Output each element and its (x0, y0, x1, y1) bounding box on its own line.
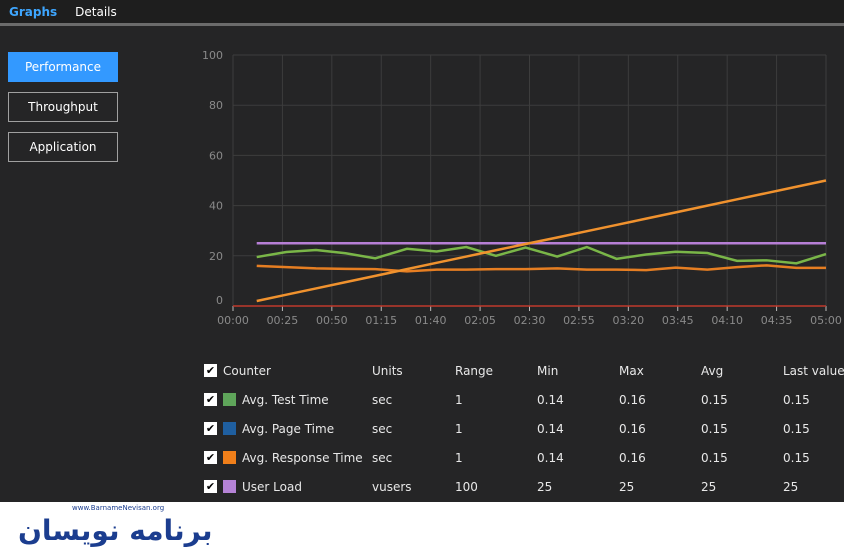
x-tick-label: 00:25 (267, 314, 299, 327)
application-button[interactable]: Application (8, 132, 118, 162)
last-value-cell: 0.15 (783, 450, 810, 465)
y-tick-label: 40 (209, 200, 223, 213)
series-line-ramp (256, 179, 827, 303)
units-cell: vusers (372, 479, 412, 494)
select-all-checkbox[interactable]: ✔ (204, 364, 217, 377)
y-tick-label: 80 (209, 99, 223, 112)
top-tabs: Graphs Details (0, 0, 844, 26)
x-tick-label: 03:20 (612, 314, 644, 327)
tab-graphs[interactable]: Graphs (9, 4, 58, 19)
range-cell: 1 (455, 392, 463, 407)
max-cell: 25 (619, 479, 635, 494)
counter-table: ✔ Counter Units Range Min Max Avg Last va… (204, 356, 844, 501)
min-cell: 0.14 (537, 392, 564, 407)
units-cell: sec (372, 421, 393, 436)
tab-details[interactable]: Details (75, 4, 117, 19)
counter-name: User Load (242, 479, 302, 494)
header-max: Max (619, 363, 644, 378)
header-min: Min (537, 363, 559, 378)
x-tick-label: 05:00 (810, 314, 842, 327)
last-value-cell: 25 (783, 479, 799, 494)
logo-url: www.BarnameNevisan.org (72, 504, 165, 512)
series-line-avg-response-time (256, 264, 826, 273)
header-last-value: Last value (783, 363, 844, 378)
max-cell: 0.16 (619, 392, 646, 407)
x-tick-label: 02:30 (514, 314, 546, 327)
min-cell: 0.14 (537, 421, 564, 436)
barnamenevisan-logo: www.BarnameNevisan.org برنامه نویسان (18, 504, 213, 549)
performance-chart: 0 20 40 60 80 100 00:00 00:25 00:50 01:15 01:40 02:… (202, 49, 842, 327)
table-row: ✔ Avg. Test Time sec 1 0.14 0.16 0.15 0.1… (204, 385, 844, 414)
table-row: ✔ Avg. Response Time sec 1 0.14 0.16 0.15… (204, 443, 844, 472)
series-color-swatch (223, 422, 236, 435)
y-tick-label: 100 (202, 49, 223, 62)
last-value-cell: 0.15 (783, 421, 810, 436)
counter-name: Avg. Test Time (242, 392, 329, 407)
x-tick-label: 01:40 (415, 314, 447, 327)
counter-name: Avg. Page Time (242, 421, 335, 436)
x-tick-label: 00:50 (316, 314, 348, 327)
table-header: ✔ Counter Units Range Min Max Avg Last va… (204, 356, 844, 385)
avg-cell: 0.15 (701, 392, 728, 407)
series-line-avg-test-time (256, 245, 827, 265)
series-color-swatch (223, 393, 236, 406)
series-color-swatch (223, 451, 236, 464)
max-cell: 0.16 (619, 421, 646, 436)
max-cell: 0.16 (619, 450, 646, 465)
counter-name: Avg. Response Time (242, 450, 363, 465)
sidebar: Performance Throughput Application (8, 52, 118, 172)
range-cell: 100 (455, 479, 478, 494)
performance-button[interactable]: Performance (8, 52, 118, 82)
row-checkbox[interactable]: ✔ (204, 393, 217, 406)
last-value-cell: 0.15 (783, 392, 810, 407)
row-checkbox[interactable]: ✔ (204, 422, 217, 435)
x-tick-label: 02:55 (563, 314, 595, 327)
min-cell: 25 (537, 479, 553, 494)
footer-banner: www.BarnameNevisan.org برنامه نویسان (0, 502, 844, 553)
x-tick-label: 00:00 (217, 314, 249, 327)
header-counter: Counter (223, 363, 271, 378)
x-tick-label: 03:45 (662, 314, 694, 327)
table-row: ✔ User Load vusers 100 25 25 25 25 (204, 472, 844, 501)
range-cell: 1 (455, 421, 463, 436)
header-units: Units (372, 363, 403, 378)
range-cell: 1 (455, 450, 463, 465)
x-tick-label: 04:35 (761, 314, 793, 327)
x-tick-label: 02:05 (464, 314, 496, 327)
x-tick-label: 04:10 (711, 314, 743, 327)
series-color-swatch (223, 480, 236, 493)
row-checkbox[interactable]: ✔ (204, 451, 217, 464)
x-tick-label: 01:15 (365, 314, 397, 327)
y-tick-label: 0 (216, 294, 223, 307)
units-cell: sec (372, 450, 393, 465)
avg-cell: 25 (701, 479, 717, 494)
units-cell: sec (372, 392, 393, 407)
row-checkbox[interactable]: ✔ (204, 480, 217, 493)
min-cell: 0.14 (537, 450, 564, 465)
logo-text: برنامه نویسان (18, 514, 213, 547)
header-avg: Avg (701, 363, 724, 378)
avg-cell: 0.15 (701, 450, 728, 465)
header-range: Range (455, 363, 494, 378)
throughput-button[interactable]: Throughput (8, 92, 118, 122)
y-tick-label: 60 (209, 149, 223, 162)
table-row: ✔ Avg. Page Time sec 1 0.14 0.16 0.15 0.1… (204, 414, 844, 443)
avg-cell: 0.15 (701, 421, 728, 436)
y-tick-label: 20 (209, 250, 223, 263)
